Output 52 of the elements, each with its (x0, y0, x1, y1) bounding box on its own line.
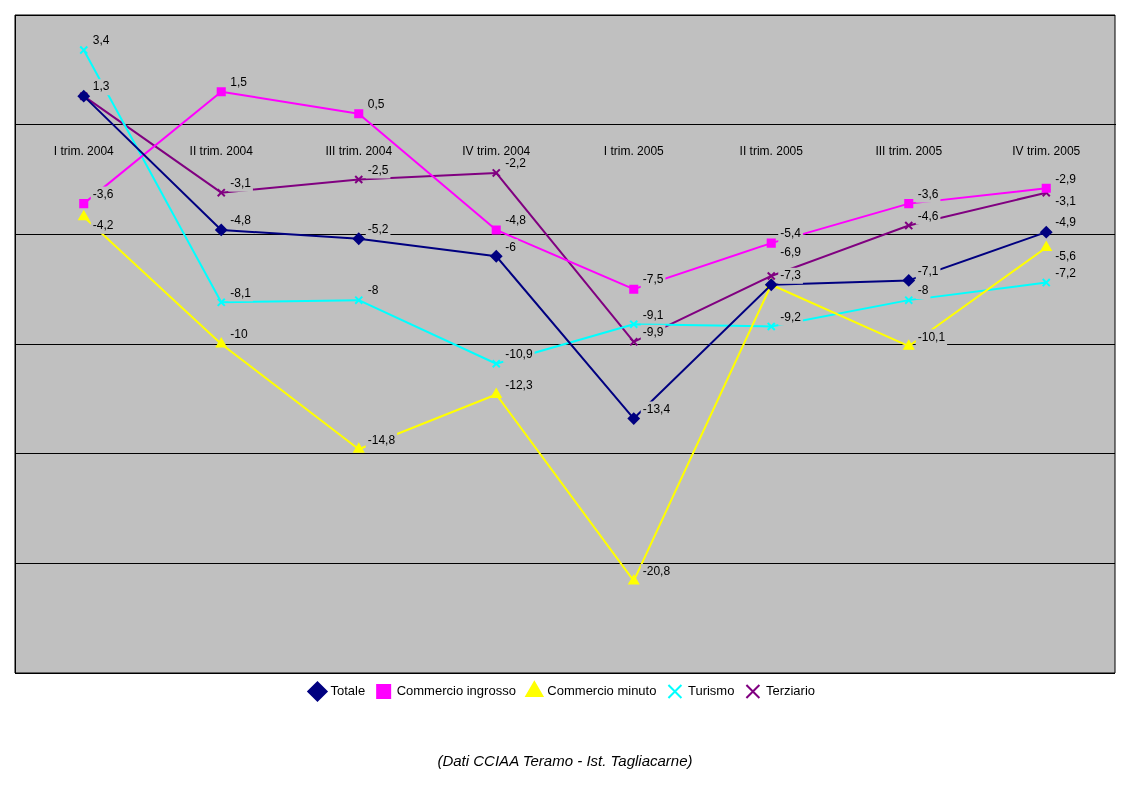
legend-label: Commercio ingrosso (396, 683, 516, 699)
data-label: -10,9 (505, 347, 533, 362)
data-label: -3,1 (230, 175, 252, 190)
data-label: -4,6 (917, 208, 939, 223)
x-tick-label: IV trim. 2004 (462, 144, 531, 159)
data-label: -8 (917, 283, 929, 298)
data-label: -9,9 (642, 325, 664, 340)
x-tick-label: II trim. 2005 (739, 144, 804, 159)
data-label: -8,1 (230, 285, 252, 300)
data-label: -7,3 (780, 268, 802, 283)
legend-label: Turismo (687, 683, 735, 699)
data-label: -3,6 (917, 186, 939, 201)
x-tick-label: I trim. 2004 (53, 144, 115, 159)
data-label: -2,5 (367, 162, 389, 177)
data-label: 1,3 (92, 79, 110, 94)
legend-label: Commercio minuto (547, 683, 657, 699)
x-tick-label: I trim. 2005 (603, 144, 665, 159)
data-label: -5,2 (367, 222, 389, 237)
data-label: -5,6 (1055, 248, 1077, 263)
data-label: -4,8 (230, 213, 252, 228)
x-tick-label: III trim. 2004 (325, 144, 393, 159)
data-label: -6,9 (780, 245, 802, 260)
data-label: -4,9 (1055, 215, 1077, 230)
data-label: -7,5 (642, 272, 664, 287)
data-label: -10 (230, 327, 248, 342)
data-label: -14,8 (367, 432, 396, 447)
data-label: -7,1 (917, 263, 939, 278)
data-label: -2,9 (1055, 171, 1077, 186)
data-label: 3,4 (92, 33, 110, 48)
data-label: -20,8 (642, 564, 671, 579)
legend-label: Terziario (765, 683, 816, 699)
data-label: -10,1 (917, 329, 946, 344)
x-tick-label: IV trim. 2005 (1012, 144, 1081, 159)
x-tick-label: II trim. 2004 (189, 144, 254, 159)
data-label: -3,6 (92, 186, 114, 201)
data-label: -2,2 (505, 156, 527, 171)
data-label: -5,4 (780, 226, 802, 241)
data-label: -12,3 (505, 377, 533, 392)
data-label: -13,4 (642, 401, 671, 416)
data-label: -9,1 (642, 307, 664, 322)
data-label: 0,5 (367, 97, 385, 112)
data-label: -4,8 (505, 213, 527, 228)
data-label: -3,1 (1055, 193, 1077, 208)
x-tick-label: III trim. 2005 (875, 144, 943, 159)
legend-label: Totale (330, 683, 366, 699)
data-label: -9,2 (780, 309, 802, 324)
data-label: -8 (367, 283, 379, 298)
data-label: -7,2 (1055, 265, 1077, 280)
text: (Dati CCIAA Teramo - Ist. Tagliacarne) (436, 752, 694, 769)
data-label: -4,2 (92, 218, 114, 233)
data-label: 1,5 (230, 75, 248, 90)
data-label: -6 (505, 239, 517, 254)
